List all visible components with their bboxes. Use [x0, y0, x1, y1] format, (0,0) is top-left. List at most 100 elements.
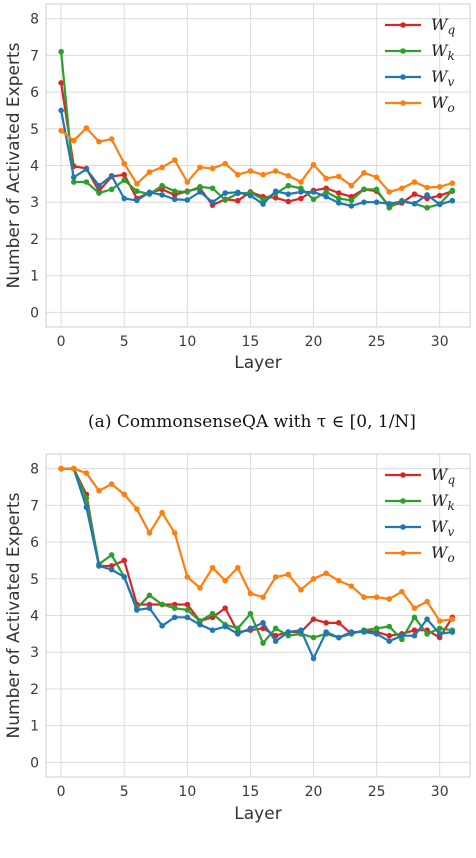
data-point [449, 197, 456, 204]
data-point [449, 187, 456, 194]
data-point [386, 632, 393, 639]
data-point [235, 625, 241, 632]
legend-swatch-marker [400, 74, 406, 80]
data-point [272, 574, 279, 580]
data-point [260, 201, 266, 207]
data-point [108, 552, 115, 558]
data-point [335, 200, 342, 206]
data-point [335, 173, 342, 180]
data-point [184, 189, 191, 195]
data-point [348, 182, 355, 189]
data-point [285, 191, 292, 197]
data-point [373, 625, 380, 632]
plot-frame [45, 3, 471, 328]
data-point [70, 465, 77, 472]
data-point [209, 199, 216, 206]
chart-second: 0 1 2 3 4 5 6 7 8 0 5 10 15 20 25 30 Layer Number of Acti… [4, 453, 471, 824]
data-point [171, 605, 178, 611]
data-point [260, 625, 266, 632]
data-point [285, 182, 292, 189]
data-point [436, 618, 443, 624]
data-point [247, 610, 254, 617]
data-point [285, 172, 292, 179]
data-point [361, 186, 367, 193]
x-tick-label: 20 [305, 784, 323, 800]
data-point [121, 177, 128, 183]
data-point [298, 179, 304, 185]
data-point [171, 196, 178, 203]
chart-caption: (a) CommonsenseQA with τ ∈ [0, 1/N] [88, 412, 416, 432]
data-point [134, 506, 140, 512]
y-axis-label: Number of Activated Experts [4, 42, 24, 288]
data-point [222, 160, 228, 167]
data-point [424, 192, 430, 198]
data-point [146, 530, 153, 536]
data-point [411, 605, 418, 611]
series-wv [58, 107, 456, 209]
data-point [411, 614, 418, 621]
data-point [361, 199, 367, 206]
data-point [310, 655, 317, 662]
y-tick-label: 8 [30, 462, 39, 478]
data-point [222, 190, 228, 196]
data-point [436, 183, 443, 190]
data-point [411, 200, 418, 207]
data-point [323, 175, 329, 182]
data-point [146, 169, 153, 175]
data-point [235, 564, 241, 571]
data-point [411, 191, 418, 197]
data-point [134, 188, 140, 194]
data-point [298, 189, 304, 195]
data-point [310, 189, 317, 195]
data-point [449, 629, 456, 635]
data-point [272, 188, 279, 194]
data-point [58, 127, 64, 134]
data-point [411, 632, 418, 639]
data-point [323, 629, 329, 635]
y-tick-label: 3 [30, 645, 39, 661]
data-point [247, 168, 254, 174]
data-point [171, 157, 178, 163]
data-point [121, 574, 128, 580]
data-point [386, 204, 393, 211]
data-point [159, 164, 165, 171]
y-tick-label: 2 [30, 232, 39, 248]
data-point [335, 190, 342, 196]
data-point [310, 634, 317, 641]
data-point [310, 196, 317, 203]
data-point [323, 189, 329, 195]
data-point [436, 625, 443, 632]
data-point [323, 193, 329, 200]
data-point [197, 183, 203, 190]
data-point [171, 530, 178, 536]
data-point [197, 621, 203, 628]
legend-swatch-marker [400, 100, 406, 106]
data-point [121, 160, 128, 167]
data-point [260, 594, 266, 600]
data-point [386, 189, 393, 195]
data-point [373, 174, 380, 181]
data-point [184, 179, 191, 185]
data-point [58, 48, 64, 55]
data-point [58, 107, 64, 114]
data-point [335, 577, 342, 584]
data-point [209, 564, 216, 571]
data-point [298, 195, 304, 202]
data-point [171, 188, 178, 194]
data-point [222, 197, 228, 203]
data-point [146, 605, 153, 611]
legend-swatch-marker [400, 48, 406, 54]
y-tick-label: 8 [30, 12, 39, 28]
data-point [83, 166, 90, 172]
data-point [272, 638, 279, 644]
data-point [184, 601, 191, 608]
data-point [272, 632, 279, 639]
x-tick-label: 25 [368, 784, 386, 800]
data-point [436, 192, 443, 199]
data-point [310, 575, 317, 582]
data-point [96, 563, 102, 569]
data-point [70, 174, 77, 181]
data-point [197, 189, 203, 195]
data-point [121, 557, 128, 564]
data-point [424, 631, 430, 637]
